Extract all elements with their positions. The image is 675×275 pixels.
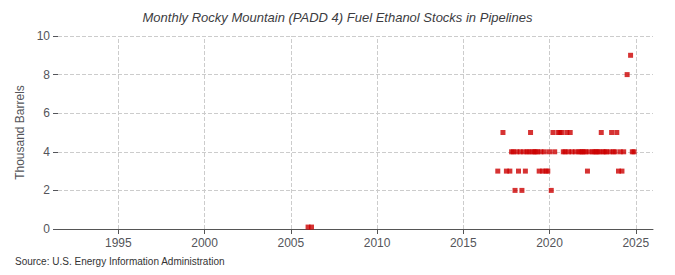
svg-text:6: 6 — [43, 106, 50, 120]
svg-text:8: 8 — [43, 68, 50, 82]
svg-text:2020: 2020 — [536, 236, 563, 250]
svg-text:Thousand Barrels: Thousand Barrels — [13, 85, 27, 180]
svg-text:2010: 2010 — [364, 236, 391, 250]
svg-text:Monthly Rocky Mountain (PADD 4: Monthly Rocky Mountain (PADD 4) Fuel Eth… — [143, 10, 533, 25]
svg-text:Source: U.S. Energy Informatio: Source: U.S. Energy Information Administ… — [15, 256, 225, 267]
svg-text:4: 4 — [43, 145, 50, 159]
svg-text:2005: 2005 — [277, 236, 304, 250]
svg-text:10: 10 — [37, 29, 51, 43]
svg-text:0: 0 — [43, 222, 50, 236]
svg-text:2015: 2015 — [450, 236, 477, 250]
svg-text:2025: 2025 — [622, 236, 649, 250]
svg-text:1995: 1995 — [105, 236, 132, 250]
svg-text:2000: 2000 — [191, 236, 218, 250]
svg-text:2: 2 — [43, 183, 50, 197]
